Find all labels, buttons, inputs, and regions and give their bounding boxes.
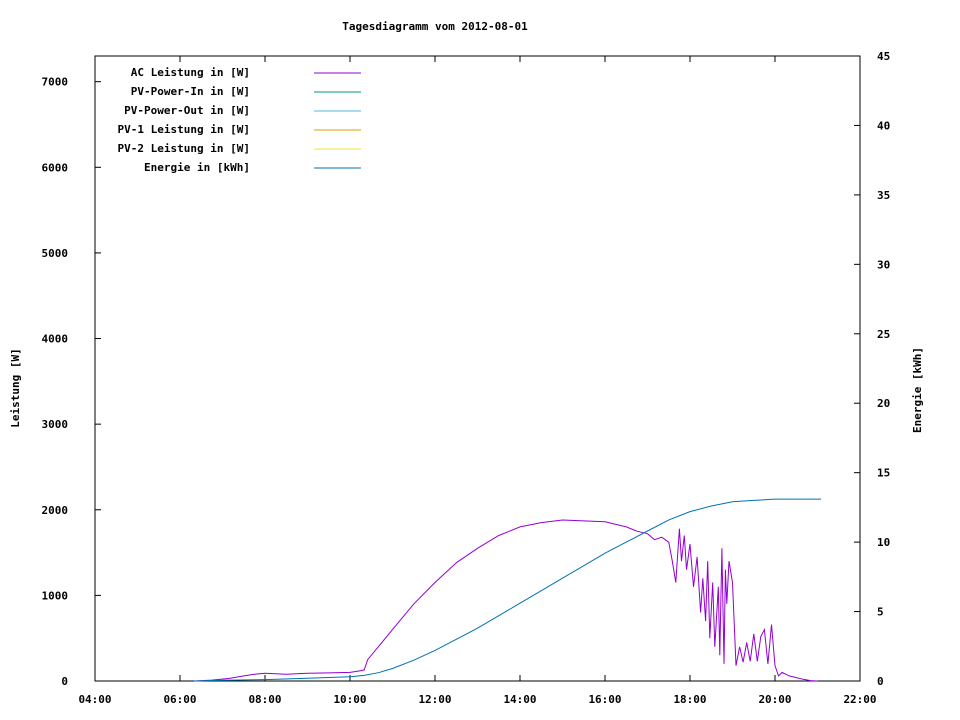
- y-tick-label: 0: [61, 675, 68, 688]
- y-axis-label: Leistung [W]: [9, 348, 22, 427]
- x-tick-label: 14:00: [503, 693, 536, 706]
- y2-tick-label: 35: [877, 189, 890, 202]
- y2-tick-label: 45: [877, 50, 890, 63]
- x-tick-label: 12:00: [418, 693, 451, 706]
- legend-entry-label: Energie in [kWh]: [144, 161, 250, 174]
- x-tick-label: 10:00: [333, 693, 366, 706]
- y-tick-label: 4000: [42, 333, 69, 346]
- legend: AC Leistung in [W] PV-Power-In in [W] PV-P…: [118, 66, 361, 174]
- y-tick-label: 7000: [42, 76, 69, 89]
- y2-tick-label: 20: [877, 397, 890, 410]
- legend-entry-label: AC Leistung in [W]: [131, 66, 250, 79]
- x-tick-label: 18:00: [673, 693, 706, 706]
- x-tick-label: 20:00: [758, 693, 791, 706]
- y2-tick-label: 40: [877, 119, 890, 132]
- series-line-1: [194, 519, 818, 682]
- y-tick-label: 1000: [42, 589, 69, 602]
- legend-entry-label: PV-Power-Out in [W]: [124, 104, 250, 117]
- y-tick-label: 2000: [42, 504, 69, 517]
- legend-entry-label: PV-Power-In in [W]: [131, 85, 250, 98]
- y2-tick-label: 10: [877, 536, 890, 549]
- y2-axis-label: Energie [kWh]: [911, 347, 924, 433]
- x-tick-label: 16:00: [588, 693, 621, 706]
- x-tick-label: 06:00: [163, 693, 196, 706]
- chart-title: Tagesdiagramm vom 2012-08-01: [342, 20, 528, 33]
- y-tick-label: 6000: [42, 161, 69, 174]
- axis-ticks: 04:00 06:00 08:00 10:00 12:00 14:00 16:00 18:00…: [42, 50, 891, 706]
- x-tick-label: 22:00: [843, 693, 876, 706]
- y2-tick-label: 15: [877, 467, 890, 480]
- legend-entry-label: PV-1 Leistung in [W]: [118, 123, 250, 136]
- series-group: [194, 498, 821, 682]
- plot-frame: [94, 55, 861, 682]
- y-tick-label: 5000: [42, 247, 69, 260]
- y2-tick-label: 5: [877, 606, 884, 619]
- y2-tick-label: 30: [877, 258, 890, 271]
- y2-tick-label: 0: [877, 675, 884, 688]
- y-tick-label: 3000: [42, 418, 69, 431]
- legend-entry-label: PV-2 Leistung in [W]: [118, 142, 250, 155]
- series-line-6: [194, 498, 821, 682]
- x-tick-label: 04:00: [78, 693, 111, 706]
- x-tick-label: 08:00: [248, 693, 281, 706]
- y2-tick-label: 25: [877, 328, 890, 341]
